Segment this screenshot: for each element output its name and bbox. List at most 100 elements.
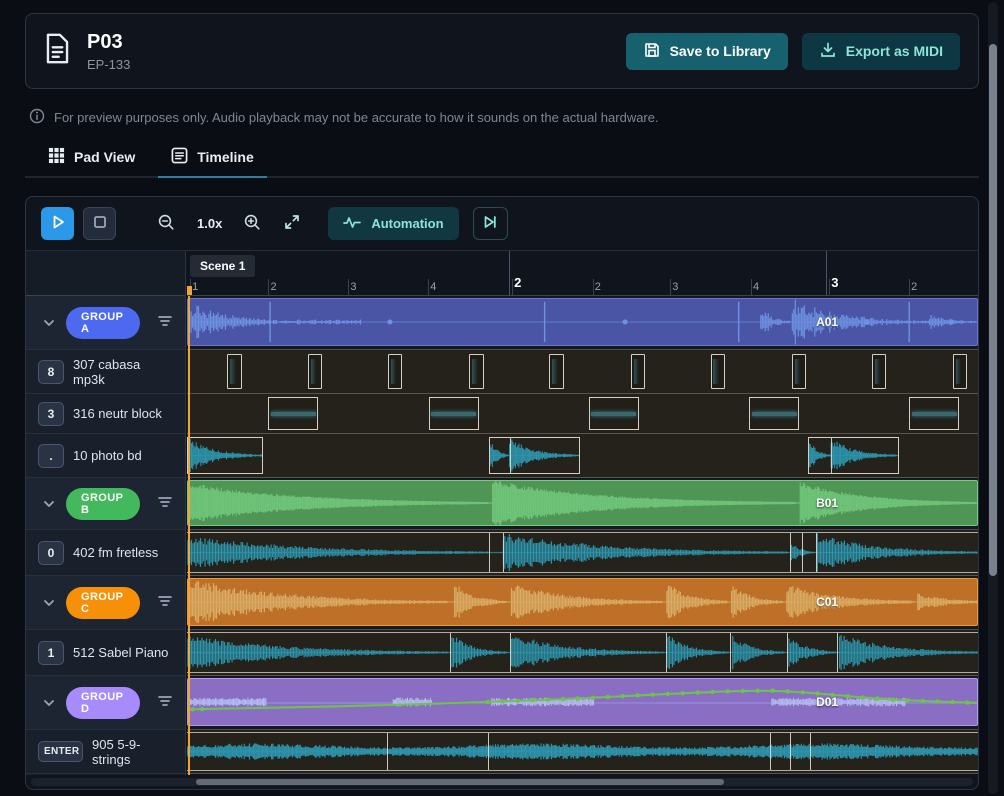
hit-clip[interactable] [792,354,806,389]
page-scrollbar[interactable] [988,2,998,794]
chevron-down-icon[interactable] [43,495,55,513]
scene-number: 2 [514,275,521,290]
track-header-512-sabel-piano[interactable]: 1512 Sabel Piano [26,630,185,676]
group-badge[interactable]: GROUP D [66,687,140,719]
clip-divider [450,633,451,672]
hit-clip[interactable] [872,354,886,389]
group-clip-a01[interactable]: A01 [187,298,978,346]
sample-clip[interactable] [187,632,978,673]
filter-icon[interactable] [157,694,173,712]
stop-button[interactable] [83,207,116,240]
lane-512-sabel-piano[interactable] [187,630,978,676]
tab-timeline[interactable]: Timeline [158,139,267,178]
playhead[interactable] [188,296,190,775]
save-to-library-button[interactable]: Save to Library [626,33,788,70]
chevron-down-icon[interactable] [43,594,55,612]
bar-number: 1 [192,281,198,293]
lane-402-fm-fretless[interactable] [187,530,978,576]
export-button-label: Export as MIDI [846,43,943,59]
page-scrollbar-thumb[interactable] [989,44,997,576]
zoom-in-button[interactable] [236,207,269,240]
lane-group-c[interactable]: C01 [187,576,978,630]
clip-divider [387,733,388,770]
transport-toolbar: 1.0x Automation [26,197,978,251]
bar-number: 2 [911,281,917,293]
filter-icon[interactable] [157,314,173,332]
group-badge[interactable]: GROUP A [66,307,140,339]
group-header-group-c[interactable]: GROUP C [26,576,185,630]
block-clip[interactable] [429,397,479,430]
chevron-down-icon[interactable] [43,694,55,712]
skip-to-end-button[interactable] [473,207,508,240]
track-name: 316 neutr block [73,406,162,421]
play-button[interactable] [41,207,74,240]
group-clip-c01[interactable]: C01 [187,578,978,626]
group-clip-b01[interactable]: B01 [187,480,978,526]
sample-clip[interactable] [187,732,978,771]
grid-icon [48,147,65,167]
block-clip[interactable] [268,397,318,430]
group-badge[interactable]: GROUP B [66,488,140,520]
lane-307-cabasa-mp3k[interactable] [187,350,978,394]
lane-10-photo-bd[interactable] [187,434,978,478]
tab-pad-view-label: Pad View [74,149,135,165]
clip-divider [810,733,811,770]
zoom-in-icon [243,213,262,235]
hit-clip[interactable] [469,354,483,389]
playhead-marker[interactable] [187,286,192,295]
hit-clip[interactable] [308,354,322,389]
group-header-group-d[interactable]: GROUP D [26,676,185,730]
sample-clip[interactable] [187,532,978,573]
group-header-group-b[interactable]: GROUP B [26,478,185,530]
h-scrollbar[interactable] [26,775,978,789]
tab-timeline-label: Timeline [197,149,254,165]
hit-clip[interactable] [549,354,563,389]
clip-divider [831,438,832,473]
h-scrollbar-thumb[interactable] [196,779,724,785]
timeline-panel: 1.0x Automation GROUP A8307 cabasa mp3k3… [25,196,979,790]
track-header-10-photo-bd[interactable]: .10 photo bd [26,434,185,478]
group-header-group-a[interactable]: GROUP A [26,296,185,350]
export-as-midi-button[interactable]: Export as MIDI [802,33,960,70]
zoom-out-button[interactable] [150,207,183,240]
hit-clip[interactable] [388,354,402,389]
tab-pad-view[interactable]: Pad View [35,139,148,178]
pad-key-badge: 3 [38,402,64,426]
timeline-lanes: A01 B01 C01 D01 [187,296,978,774]
clip-label: C01 [816,595,838,609]
chevron-down-icon[interactable] [43,314,55,332]
clip-divider [666,633,667,672]
block-clip[interactable] [909,397,959,430]
clip-divider [837,633,838,672]
group-clip-d01[interactable]: D01 [187,678,978,726]
clip-divider [503,533,504,572]
fit-view-button[interactable] [275,207,308,240]
hit-clip[interactable] [953,354,967,389]
lane-group-b[interactable]: B01 [187,478,978,530]
hit-clip[interactable] [711,354,725,389]
block-clip[interactable] [589,397,639,430]
lane-316-neutr-block[interactable] [187,394,978,434]
hit-clip[interactable] [227,354,241,389]
track-header-905-5-9-strings[interactable]: ENTER905 5-9-strings [26,730,185,774]
lane-905-5-9-strings[interactable] [187,730,978,774]
filter-icon[interactable] [157,594,173,612]
timeline-ruler[interactable]: Scene 1 1234223432 [187,251,978,296]
clip-divider [790,733,791,770]
sample-clip[interactable] [808,437,899,474]
filter-icon[interactable] [157,495,173,513]
block-clip[interactable] [749,397,799,430]
lane-group-a[interactable]: A01 [187,296,978,350]
track-header-316-neutr-block[interactable]: 3 316 neutr block [26,394,185,434]
ruler-tick [829,279,830,295]
bar-number: 2 [270,281,276,293]
hit-clip[interactable] [631,354,645,389]
sample-clip[interactable] [489,437,580,474]
sample-clip[interactable] [187,437,263,474]
track-header-307-cabasa-mp3k[interactable]: 8307 cabasa mp3k [26,350,185,394]
clip-divider [489,533,490,572]
automation-button[interactable]: Automation [328,207,458,240]
group-badge[interactable]: GROUP C [66,587,140,619]
track-header-402-fm-fretless[interactable]: 0402 fm fretless [26,530,185,576]
lane-group-d[interactable]: D01 [187,676,978,730]
